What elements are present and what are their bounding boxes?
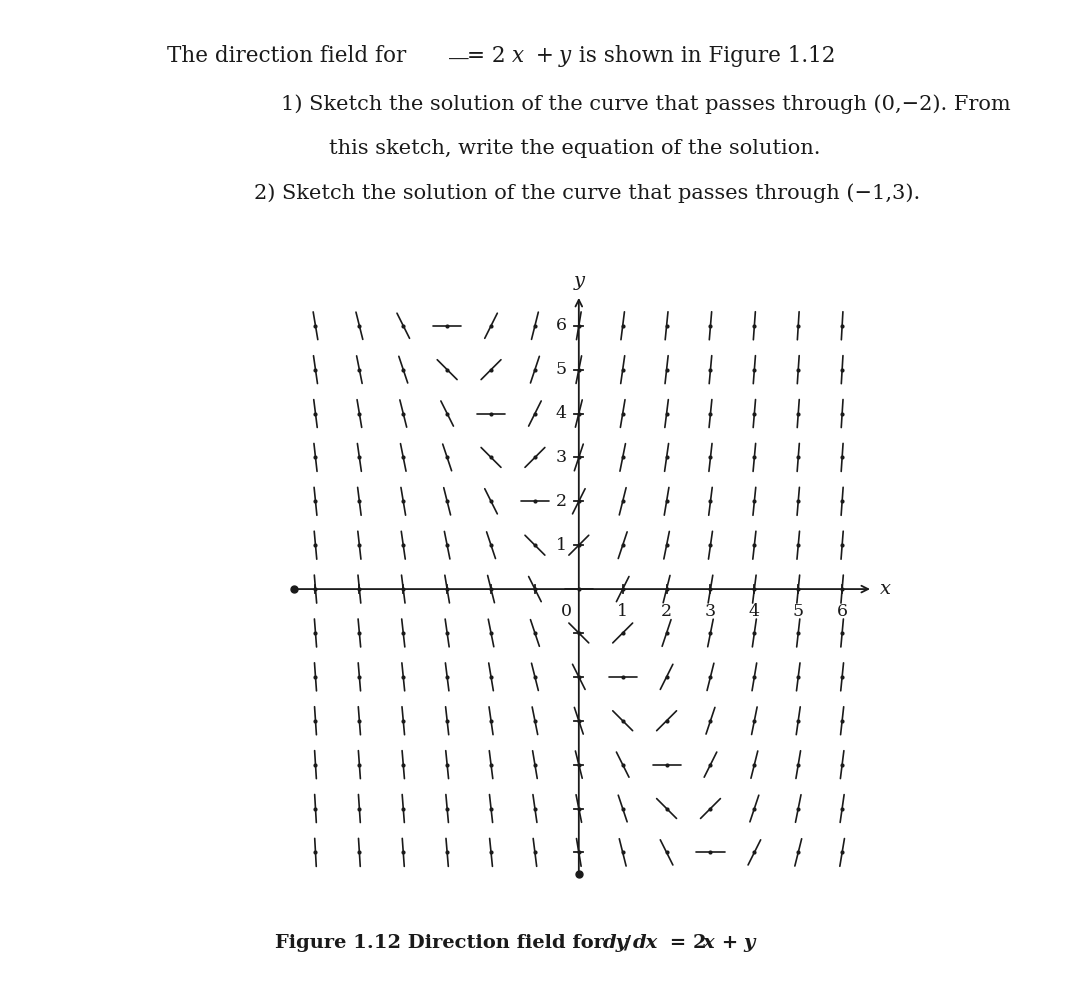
Text: 2: 2 <box>555 493 567 509</box>
Text: 3: 3 <box>705 604 716 620</box>
Text: +: + <box>715 935 745 952</box>
Text: x: x <box>879 580 890 599</box>
Text: y: y <box>743 935 755 952</box>
Text: dy: dy <box>603 935 627 952</box>
Text: 1: 1 <box>617 604 629 620</box>
Text: this sketch, write the equation of the solution.: this sketch, write the equation of the s… <box>329 139 821 158</box>
Text: y: y <box>558 45 570 66</box>
Text: 4: 4 <box>748 604 760 620</box>
Text: is shown in Figure 1.12: is shown in Figure 1.12 <box>572 45 836 66</box>
Text: dx: dx <box>633 935 658 952</box>
Text: = 2: = 2 <box>663 935 706 952</box>
Text: 6: 6 <box>837 604 848 620</box>
Text: —: — <box>448 49 470 70</box>
Text: 5: 5 <box>555 361 567 379</box>
Text: 1) Sketch the solution of the curve that passes through (0,−2). From: 1) Sketch the solution of the curve that… <box>281 94 1011 114</box>
Text: /: / <box>624 935 632 952</box>
Text: y: y <box>573 272 584 289</box>
Text: 5: 5 <box>793 604 804 620</box>
Text: x: x <box>512 45 524 66</box>
Text: The direction field for: The direction field for <box>167 45 407 66</box>
Text: 4: 4 <box>555 405 567 422</box>
Text: 2) Sketch the solution of the curve that passes through (−1,3).: 2) Sketch the solution of the curve that… <box>254 183 920 203</box>
Text: 2: 2 <box>661 604 672 620</box>
Text: 0: 0 <box>561 604 572 620</box>
Text: +: + <box>529 45 561 66</box>
Text: 6: 6 <box>555 317 567 334</box>
Text: x: x <box>702 935 714 952</box>
Text: Figure 1.12 Direction field for: Figure 1.12 Direction field for <box>275 935 611 952</box>
Text: 3: 3 <box>555 449 567 466</box>
Text: 1: 1 <box>555 537 567 554</box>
Text: = 2: = 2 <box>467 45 505 66</box>
